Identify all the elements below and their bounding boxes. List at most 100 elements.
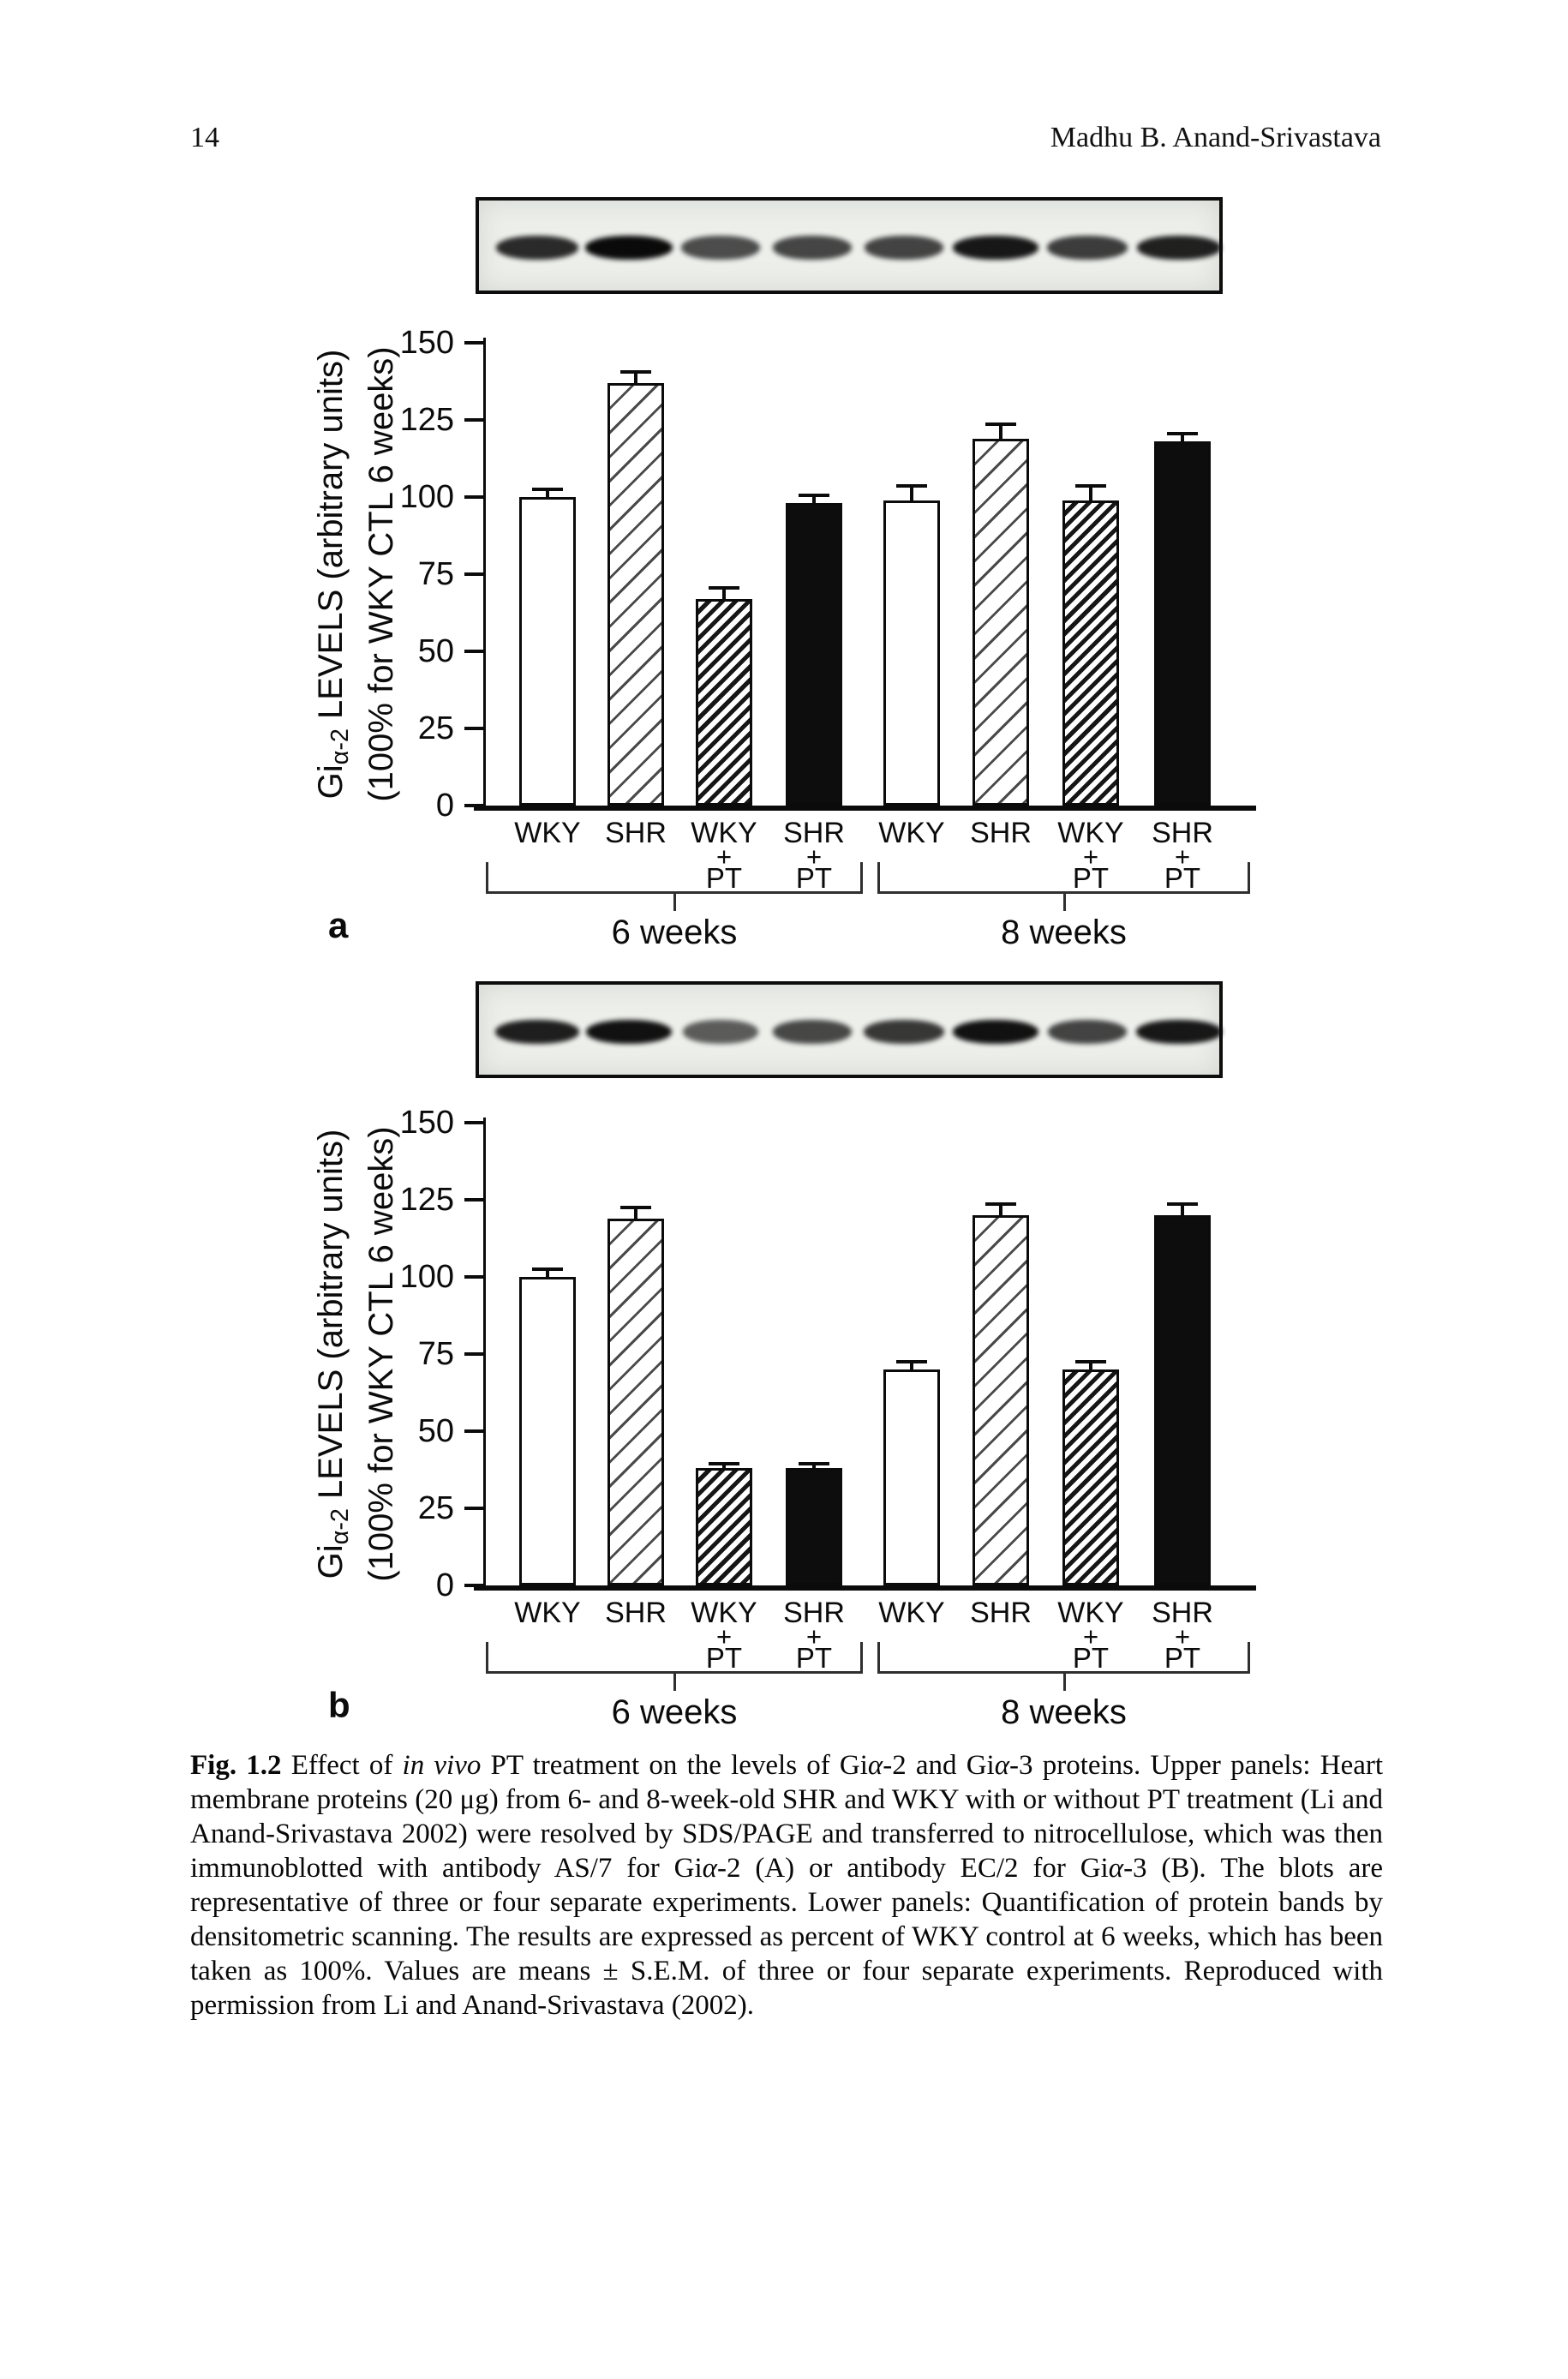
caption-segment: in vivo — [402, 1750, 482, 1781]
y-axis — [483, 1118, 486, 1585]
y-tick-label: 125 — [399, 402, 454, 438]
y-tick-label: 25 — [417, 1490, 454, 1526]
y-tick-label: 50 — [417, 633, 454, 669]
bar-label: SHR — [783, 817, 845, 849]
bar-sublabel-pt: PT — [705, 862, 743, 894]
y-tick-label: 150 — [399, 1105, 454, 1141]
error-bar-cap — [532, 1267, 563, 1271]
bar-label: WKY — [1057, 1597, 1124, 1629]
bracket-tick — [673, 894, 676, 911]
bracket-line — [877, 891, 1250, 894]
bar-sublabel-plus: + — [715, 1621, 733, 1651]
bar-sublabel-pt: PT — [705, 1642, 743, 1674]
caption-segment: Effect of — [281, 1750, 403, 1781]
bar-label: SHR — [1152, 1597, 1213, 1629]
caption-segment: -2 (A) or antibody EC/2 for Gi — [716, 1853, 1109, 1884]
y-axis-title-line1: Giα-2 LEVELS (arbitrary units) — [312, 349, 355, 800]
bracket-tick — [673, 1674, 676, 1691]
bar-shr-pt-8weeks — [1154, 441, 1211, 806]
bar-sublabel-pt: PT — [795, 862, 833, 894]
blot-band — [863, 1019, 945, 1044]
error-bar-cap — [620, 370, 651, 374]
bar-wky-6weeks — [519, 1277, 576, 1585]
panel-label-a: a — [328, 905, 349, 945]
y-tick-label: 25 — [417, 710, 454, 746]
y-axis-title: Giα-2 LEVELS (arbitrary units) (100% for … — [310, 1020, 400, 1688]
y-tick-label: 100 — [399, 1259, 454, 1295]
error-bar-cap — [1075, 484, 1106, 488]
error-bar-cap — [896, 1359, 927, 1363]
y-tick — [464, 1429, 486, 1433]
bar-label: WKY — [514, 817, 581, 849]
error-bar-cap — [709, 1461, 739, 1465]
bar-label: WKY — [878, 817, 945, 849]
bar-label: WKY — [1057, 817, 1124, 849]
bar-label: SHR — [605, 817, 667, 849]
page-number: 14 — [190, 122, 219, 153]
error-bar — [546, 1270, 549, 1277]
blot-band — [772, 235, 853, 260]
group-label: 6 weeks — [611, 1693, 738, 1731]
caption-segment: Fig. 1.2 — [190, 1750, 282, 1781]
error-bar — [1181, 1206, 1184, 1215]
y-tick-label: 75 — [417, 556, 454, 592]
blot-band — [953, 235, 1038, 260]
bar-label: WKY — [878, 1597, 945, 1629]
group-label: 8 weeks — [1001, 1693, 1127, 1731]
panel-a-blot-image — [476, 197, 1223, 294]
bar-sublabel-plus: + — [805, 842, 823, 872]
error-bar — [812, 497, 816, 504]
bar-shr-pt-6weeks — [786, 503, 842, 806]
panel-b-blot-image — [476, 981, 1223, 1078]
y-tick — [464, 1275, 486, 1279]
y-tick — [464, 418, 486, 422]
error-bar — [812, 1465, 816, 1469]
bracket-line — [877, 1671, 1250, 1674]
y-axis-title: Giα-2 LEVELS (arbitrary units) (100% for … — [310, 240, 400, 908]
bar-wky-pt-8weeks — [1062, 500, 1119, 806]
bar-label: WKY — [691, 1597, 757, 1629]
bar-sublabel-plus: + — [715, 842, 733, 872]
bracket-end — [486, 1642, 488, 1671]
bar-sublabel-pt: PT — [795, 1642, 833, 1674]
error-bar — [999, 426, 1002, 439]
x-axis — [474, 806, 1256, 811]
bar-sublabel-pt: PT — [1164, 1642, 1201, 1674]
caption-segment: α — [994, 1750, 1010, 1781]
bar-sublabel-plus: + — [1082, 1621, 1099, 1651]
bar-wky-8weeks — [883, 500, 940, 806]
bar-sublabel-plus: + — [1174, 842, 1191, 872]
panel-label-b: b — [328, 1685, 350, 1725]
y-axis-title-line2: (100% for WKY CTL 6 weeks) — [362, 1126, 401, 1582]
bar-sublabel-pt: PT — [1072, 1642, 1110, 1674]
bar-wky-pt-8weeks — [1062, 1369, 1119, 1585]
error-bar-cap — [709, 586, 739, 590]
error-bar-cap — [1167, 1202, 1198, 1207]
error-bar-cap — [1167, 432, 1198, 435]
y-tick-label: 0 — [435, 1567, 454, 1603]
bar-wky-pt-6weeks — [696, 598, 752, 806]
bracket-tick — [1062, 894, 1066, 911]
y-tick-label: 150 — [399, 325, 454, 361]
blot-band — [1047, 235, 1128, 260]
error-bar — [1089, 1363, 1092, 1369]
error-bar-cap — [985, 422, 1016, 427]
y-tick — [464, 495, 486, 499]
blot-band — [585, 1019, 673, 1044]
bracket-line — [486, 891, 863, 894]
error-bar-cap — [896, 484, 927, 488]
blot-band — [1047, 1019, 1128, 1044]
y-tick — [464, 804, 486, 807]
bracket-line — [486, 1671, 863, 1674]
error-bar — [910, 488, 913, 500]
x-axis — [474, 1585, 1256, 1591]
figure-caption: Fig. 1.2 Effect of in vivo PT treatment … — [190, 1748, 1383, 2022]
y-tick — [464, 650, 486, 653]
running-title: Madhu B. Anand-Srivastava — [1050, 122, 1381, 153]
error-bar-cap — [1075, 1359, 1106, 1363]
caption-segment: -2 and Gi — [883, 1750, 995, 1781]
error-bar — [722, 1465, 726, 1469]
blot-band — [1136, 235, 1222, 260]
bar-label: SHR — [605, 1597, 667, 1629]
error-bar-cap — [985, 1202, 1016, 1207]
